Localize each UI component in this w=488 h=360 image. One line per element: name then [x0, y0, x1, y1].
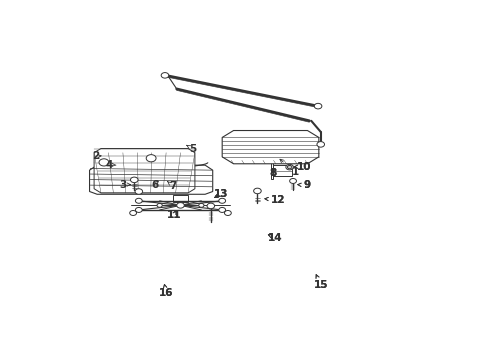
Text: 16: 16 [159, 288, 173, 298]
Text: 7: 7 [169, 181, 176, 191]
Circle shape [224, 211, 231, 216]
Circle shape [135, 207, 142, 212]
Text: 4: 4 [106, 159, 113, 170]
Circle shape [316, 141, 324, 147]
Text: 8: 8 [268, 168, 276, 179]
Text: 1: 1 [291, 167, 298, 177]
Text: 11: 11 [166, 210, 181, 220]
Circle shape [289, 179, 296, 184]
Text: 3: 3 [119, 180, 126, 190]
Circle shape [146, 155, 156, 162]
Text: 9: 9 [303, 180, 309, 190]
Text: 6: 6 [151, 180, 159, 190]
Circle shape [218, 207, 225, 212]
Text: 9: 9 [303, 180, 309, 190]
Circle shape [314, 103, 321, 109]
Circle shape [287, 166, 291, 169]
Circle shape [253, 188, 261, 194]
Circle shape [285, 164, 293, 170]
Text: 12: 12 [270, 195, 285, 205]
Circle shape [218, 198, 225, 203]
Text: 13: 13 [213, 189, 228, 199]
Circle shape [130, 177, 138, 183]
Text: 2: 2 [92, 151, 100, 161]
Text: 8: 8 [268, 168, 276, 179]
Circle shape [176, 203, 184, 208]
Polygon shape [94, 149, 195, 193]
Text: 14: 14 [267, 233, 282, 243]
Circle shape [161, 73, 168, 78]
Text: 13: 13 [213, 189, 228, 199]
Text: 10: 10 [297, 162, 311, 172]
Text: 14: 14 [267, 233, 282, 243]
Text: 5: 5 [189, 144, 196, 154]
Text: 15: 15 [313, 280, 327, 290]
Text: 12: 12 [270, 195, 285, 205]
Circle shape [198, 203, 203, 207]
Text: 15: 15 [313, 280, 327, 290]
Bar [273, 165, 291, 176]
Text: 16: 16 [159, 288, 173, 298]
Circle shape [99, 159, 109, 166]
Circle shape [157, 203, 162, 207]
Text: 10: 10 [297, 162, 311, 172]
Circle shape [206, 203, 214, 209]
Bar [173, 195, 188, 202]
Text: 11: 11 [166, 210, 181, 220]
Circle shape [135, 189, 142, 194]
Circle shape [135, 198, 142, 203]
Polygon shape [89, 165, 212, 194]
Polygon shape [222, 131, 318, 164]
Bar [271, 162, 273, 179]
Circle shape [129, 211, 136, 216]
